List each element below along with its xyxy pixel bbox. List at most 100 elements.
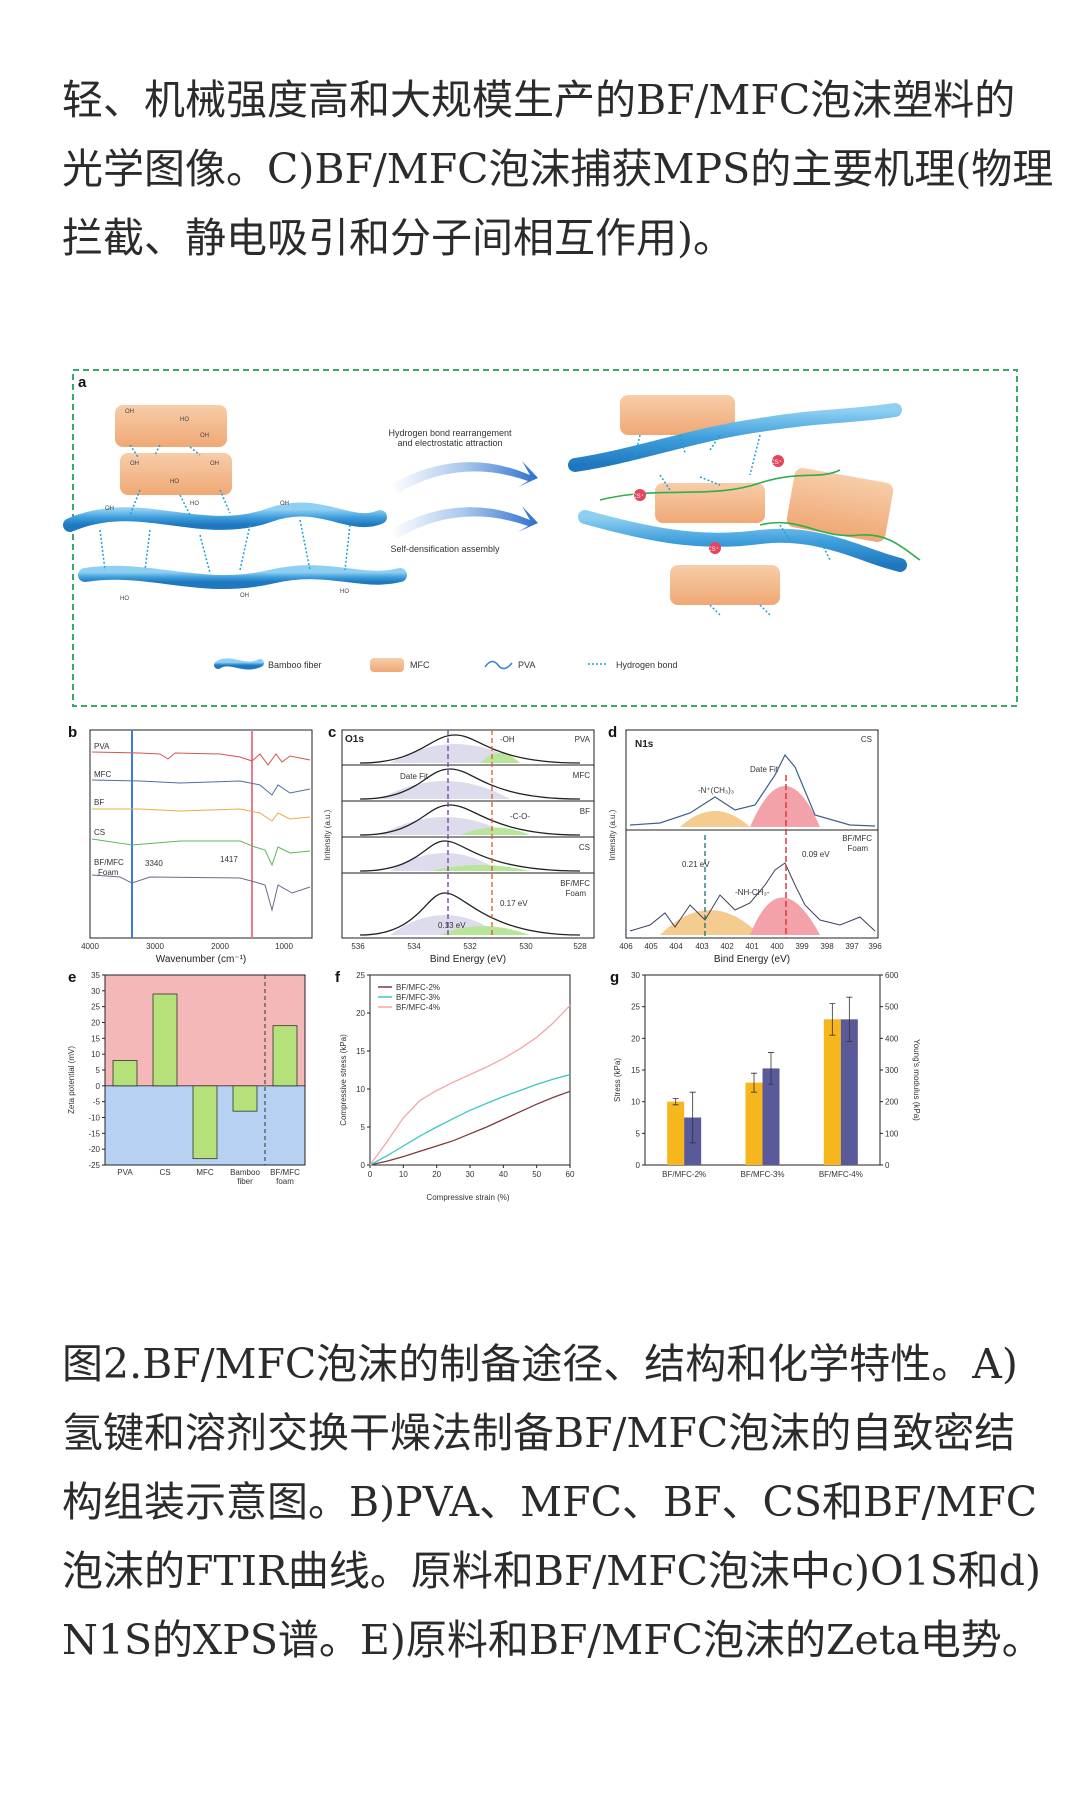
positive-region	[105, 975, 305, 1086]
plot-frame	[89, 729, 313, 939]
axis-label-y2: Young's modulus (kPa)	[912, 1039, 921, 1121]
tick-label: 200	[885, 1098, 899, 1107]
cs-ion-label: CS⁺	[707, 546, 719, 553]
pva-chain	[759, 521, 921, 561]
panel-b: b PVA MFC BF CS BF/MFC Foam 3340 1417 40…	[68, 724, 313, 965]
tick-label: 0	[636, 1161, 641, 1170]
tick-label: 10	[631, 1098, 640, 1107]
molecule-labels: OH HO OH OH HO OH OH HO OH HO OH HO	[105, 409, 349, 602]
category-label: CS	[159, 1168, 170, 1177]
legend-pva: PVA	[518, 660, 535, 670]
tick-label: 2000	[211, 942, 229, 951]
panel-label-a: a	[78, 374, 87, 391]
arrow-caption: Hydrogen bond rearrangement	[388, 428, 512, 438]
peak-fill	[660, 910, 760, 935]
tick-label: 30	[466, 1170, 475, 1179]
tick-label: 0	[885, 1161, 890, 1170]
legend-bamboo-fiber: Bamboo fiber	[268, 660, 322, 670]
mfc-legend-icon	[370, 658, 404, 672]
tick-label: 15	[356, 1047, 365, 1056]
annotation-n: -N⁺(CH₃)₃	[698, 786, 734, 795]
tick-label: 5	[361, 1123, 366, 1132]
axis-label-y: Stress (kPa)	[613, 1058, 622, 1102]
annotation-013: 0.13 eV	[438, 921, 466, 930]
ftir-curve-cs	[91, 838, 311, 867]
tick-label: 300	[885, 1066, 899, 1075]
row-label: BF	[580, 807, 590, 816]
category-label: BF/MFC-2%	[662, 1170, 706, 1179]
series-label-bf: BF	[94, 798, 104, 807]
annotation-017: 0.17 eV	[500, 899, 528, 908]
tick-label: 25	[356, 971, 365, 980]
intro-line: 光学图像。C)BF/MFC泡沫捕获MPS的主要机理(物理	[62, 145, 1054, 193]
series-label-bfmfc: BF/MFC	[94, 858, 124, 867]
cs-ion	[772, 455, 784, 467]
legend-label: BF/MFC-2%	[396, 983, 440, 992]
tick-label: 25	[631, 1003, 640, 1012]
caption-line: N1S的XPS谱。E)原料和BF/MFC泡沫的Zeta电势。	[62, 1616, 1043, 1664]
tick-label: 0	[368, 1170, 373, 1179]
row-label: CS	[579, 843, 590, 852]
annotation-date-fit: Date Fit	[400, 772, 429, 781]
panel-a-legend: Bamboo fiber MFC PVA Hydrogen bond	[214, 658, 678, 672]
mfc-block	[670, 565, 780, 605]
caption-line: 构组装示意图。B)PVA、MFC、BF、CS和BF/MFC	[62, 1478, 1038, 1526]
stress-bar	[823, 1019, 841, 1165]
tag-foam: Foam	[848, 844, 869, 853]
panel-title-n1s: N1s	[635, 739, 654, 750]
tick-label: 534	[407, 942, 421, 951]
peak-fill	[750, 786, 820, 827]
panel-label-f: f	[335, 969, 341, 986]
plot-frame	[341, 729, 595, 939]
bamboo-fiber-strand	[568, 403, 902, 472]
mfc-block	[786, 468, 894, 542]
tick-label: 10	[399, 1170, 408, 1179]
tick-label: 50	[532, 1170, 541, 1179]
tick-label: 530	[519, 942, 533, 951]
annotation-oh: -OH	[500, 735, 515, 744]
svg-text:HO: HO	[180, 417, 189, 423]
left-assembly: OH HO OH OH HO OH OH HO OH HO OH HO	[63, 405, 407, 602]
hydrogen-bonds	[634, 434, 831, 616]
cs-ion	[709, 542, 721, 554]
peak-fill	[680, 811, 750, 827]
zeta-bar	[272, 1025, 298, 1087]
tick-label: 399	[795, 942, 809, 951]
panel-label-g: g	[610, 969, 619, 986]
tag-foam: BF/MFC	[842, 834, 872, 843]
tick-label: 401	[745, 942, 759, 951]
tick-label: 25	[91, 1003, 100, 1012]
tick-label: 5	[636, 1129, 641, 1138]
peak-fill	[430, 865, 530, 871]
tick-label: -5	[93, 1098, 101, 1107]
category-label: fiber	[237, 1177, 253, 1186]
row-label: PVA	[575, 735, 591, 744]
o1s-stack: PVA MFC BF CS BF/MFC Foam -OH Date Fit -…	[341, 729, 595, 939]
tick-label: 30	[91, 987, 100, 996]
zeta-bar	[232, 1085, 258, 1112]
caption-line: 氢键和溶剂交换干燥法制备BF/MFC泡沫的自致密结	[62, 1409, 1016, 1457]
peak-fill	[380, 781, 510, 799]
tick-label: 406	[619, 942, 633, 951]
annotation-009: 0.09 eV	[802, 850, 830, 859]
annotation-co: -C-O-	[510, 812, 530, 821]
bamboo-fiber-strand	[63, 502, 387, 532]
category-label: foam	[276, 1177, 294, 1186]
tick-label: 3000	[146, 942, 164, 951]
tick-label: 100	[885, 1129, 899, 1138]
arrow-caption: Self-densification assembly	[390, 544, 500, 554]
figure-svg: a OH HO OH OH HO OH OH HO OH HO OH HO Hydrogen b…	[63, 369, 1018, 1202]
tick-label: 30	[631, 971, 640, 980]
panel-label-b: b	[68, 724, 77, 741]
intro-line: 轻、机械强度高和大规模生产的BF/MFC泡沫塑料的	[62, 76, 1016, 124]
category-label: Bamboo	[230, 1168, 260, 1177]
tick-label: 20	[631, 1034, 640, 1043]
tick-label: 536	[351, 942, 365, 951]
series-line	[369, 1004, 571, 1166]
arrow-icon	[390, 461, 538, 493]
row-label: Foam	[566, 889, 587, 898]
xps-fit-curve	[359, 768, 581, 800]
marker-label-3340: 3340	[145, 859, 163, 868]
category-label: MFC	[196, 1168, 214, 1177]
axis-label-y: Compressive stress (kPa)	[339, 1034, 348, 1126]
